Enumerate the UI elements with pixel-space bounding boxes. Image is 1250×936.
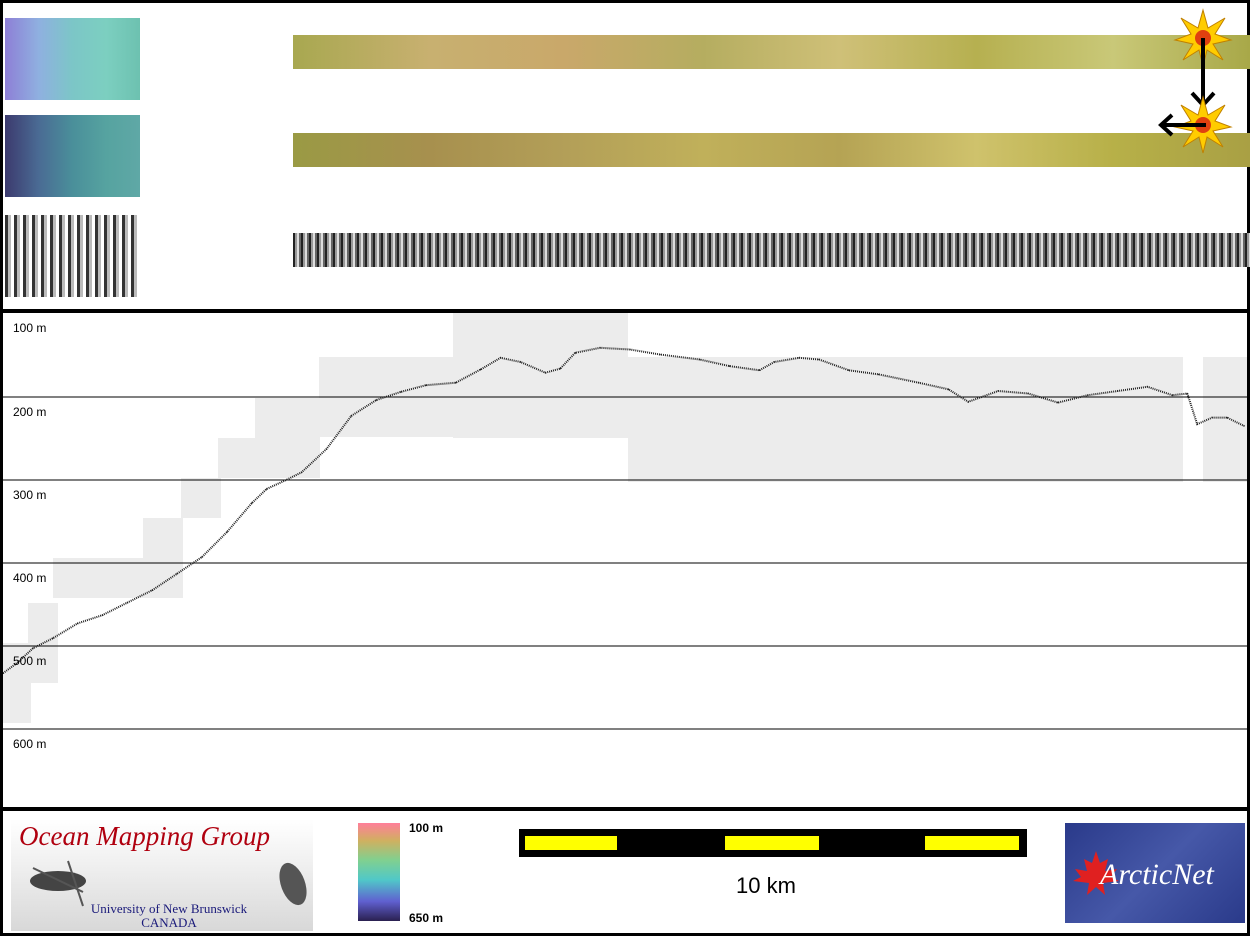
profile-point [728,365,731,367]
profile-point [1146,386,1149,388]
scale-bar-segment-3 [725,836,819,850]
profile-point [947,388,950,391]
light-arrow-left-icon [1158,113,1206,137]
profile-point [285,479,288,481]
color-strip-left-1 [5,18,140,100]
profile-point [574,352,577,354]
profile-point [32,647,34,650]
depth-profile-chart [3,313,1247,730]
profile-point [300,471,303,474]
profile-point [773,361,776,363]
arcticnet-wordmark: ArcticNet [1100,858,1214,891]
profile-point [201,556,203,558]
profile-point [265,488,268,490]
profile-point [350,415,353,417]
profile-point [151,589,154,591]
profile-point [1196,423,1199,425]
backscatter-strip-3 [293,233,1250,267]
profile-point [455,381,457,384]
omg-vehicle-icon [30,860,307,907]
scale-bar [519,829,1027,857]
profile-point [375,399,378,401]
profile-point [1116,390,1119,392]
shaded-relief-strip-2 [293,133,1250,167]
profile-point [400,391,402,393]
profile-point [698,358,701,361]
profile-point [1086,394,1089,396]
profile-point [1057,401,1059,404]
profile-point [479,368,482,371]
profile-point [3,672,4,674]
profile-point [848,369,850,372]
profile-point [499,357,502,359]
y-tick-label-100: 100 m [13,321,47,335]
profile-point [917,381,920,384]
profile-point [629,348,631,351]
profile-point [51,637,54,640]
colorbar-min-label: 650 m [409,911,444,925]
profile-point [659,353,661,356]
profile-point [17,661,19,664]
profile-point [758,369,761,372]
omg-university: University of New Brunswick [90,901,248,916]
profile-point [251,502,253,504]
bathymetry-strips-panel [0,0,1250,312]
omg-country: CANADA [141,915,197,930]
profile-point [1186,392,1189,395]
scale-bar-segment-1 [525,836,617,850]
profile-point [101,614,104,616]
profile-point [1226,416,1228,419]
y-tick-label-600: 600 m [13,737,47,751]
shaded-relief-strip-1 [293,35,1250,69]
profile-point [1171,394,1174,396]
profile-point [1243,425,1245,427]
profile-point [226,531,228,533]
y-tick-label-500: 500 m [13,654,47,668]
profile-point [559,367,562,370]
profile-point [126,601,129,604]
maple-leaf-icon [1073,851,1119,895]
profile-point [1027,392,1029,395]
profile-point [877,373,880,376]
scale-bar-label: 10 km [736,873,796,898]
sun-icon-top [1173,8,1233,68]
y-tick-label-200: 200 m [13,405,47,419]
profile-point [325,448,328,450]
coverage-blocks [3,313,1247,723]
profile-point [519,361,522,363]
profile-point [599,347,601,349]
omg-title: Ocean Mapping Group [19,821,270,851]
profile-point [544,371,547,374]
depth-profile-panel: 100 m 200 m 300 m 400 m 500 m 600 m [0,310,1250,810]
profile-point [1211,416,1213,419]
color-strip-left-2 [5,115,140,197]
y-tick-label-300: 300 m [13,488,47,502]
profile-point [76,622,79,625]
profile-point [425,384,427,386]
profile-point [818,358,820,361]
scale-bar-segment-5 [925,836,1019,850]
profile-point [967,400,970,403]
colorbar-max-label: 100 m [409,821,444,835]
depth-colorbar [358,823,400,921]
bw-strip-left-3 [5,215,140,297]
profile-point [176,572,178,575]
y-tick-label-400: 400 m [13,571,47,585]
profile-point [798,357,800,359]
legend-panel: Ocean Mapping Group University of New Br… [0,808,1250,936]
profile-point [997,390,999,392]
